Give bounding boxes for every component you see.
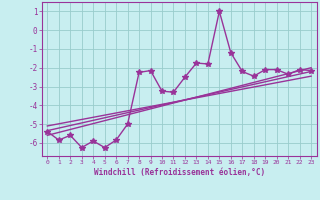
X-axis label: Windchill (Refroidissement éolien,°C): Windchill (Refroidissement éolien,°C) <box>94 168 265 177</box>
